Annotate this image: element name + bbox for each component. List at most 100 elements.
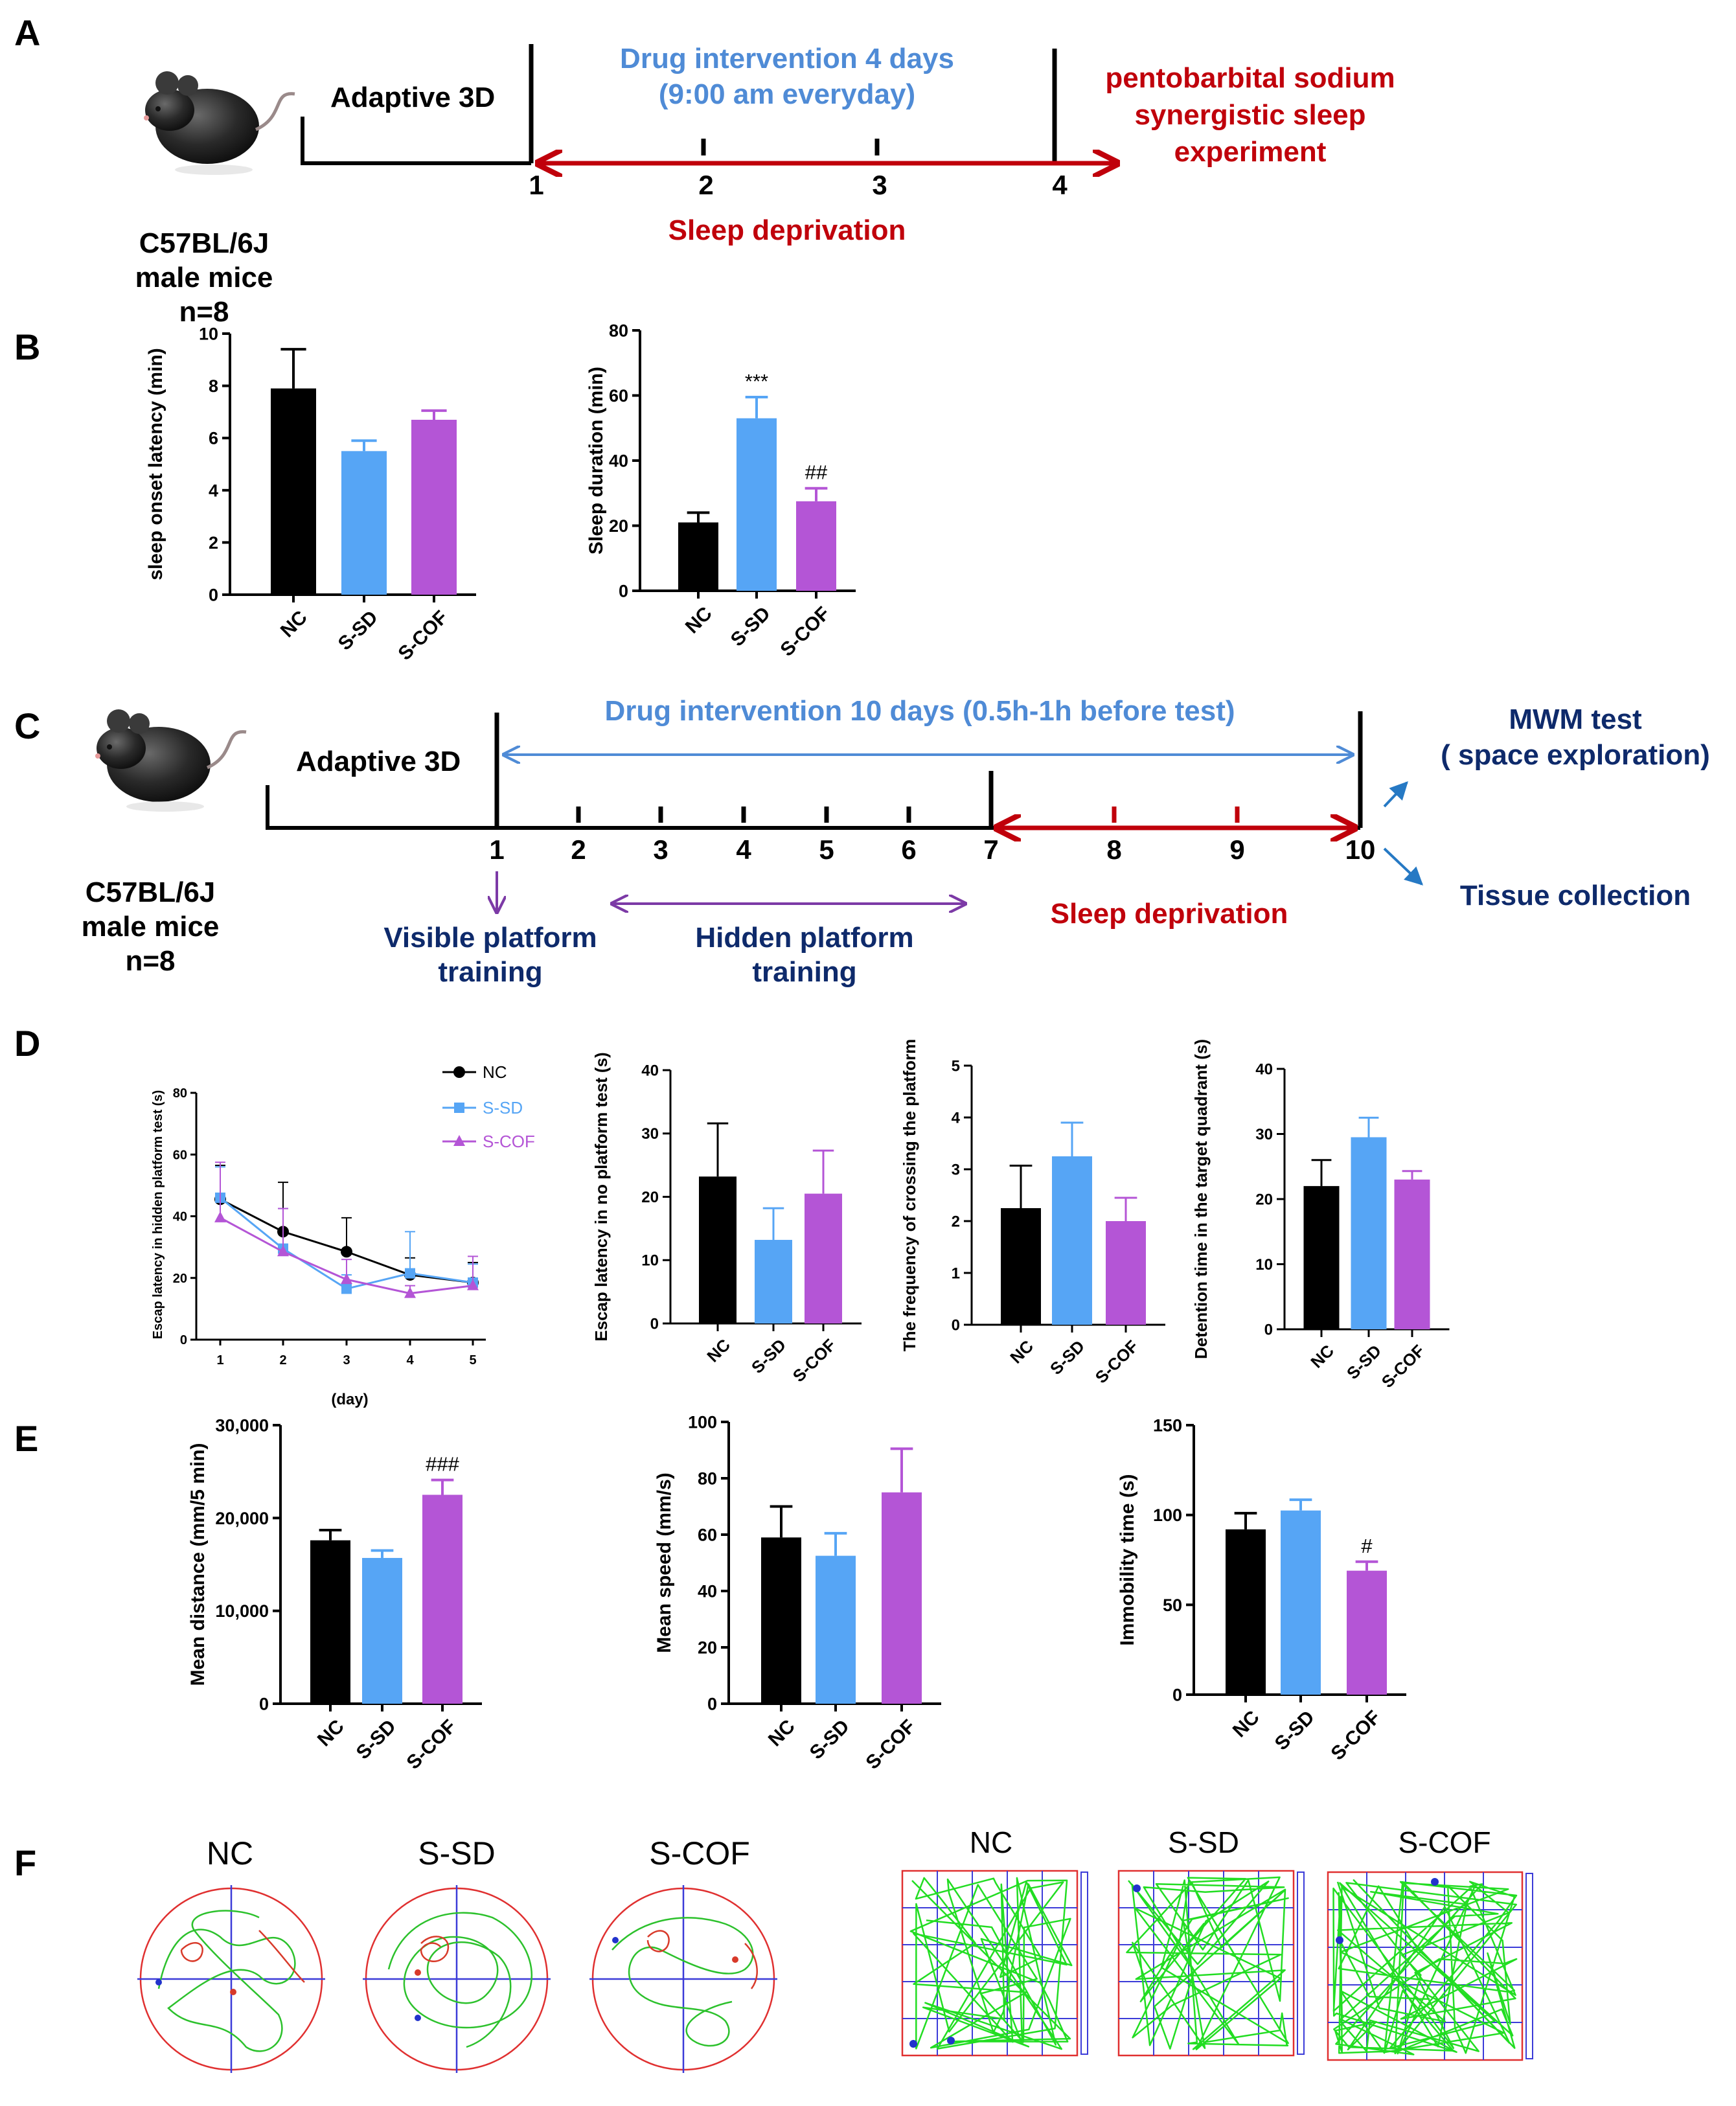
maze-ssd bbox=[363, 1885, 551, 2073]
y-tick-label: 3 bbox=[952, 1161, 960, 1178]
sleep-deprivation-label-c: Sleep deprivation bbox=[1051, 898, 1288, 930]
y-tick-label: 0 bbox=[619, 581, 628, 601]
y-tick-label: 20 bbox=[609, 516, 628, 536]
open-field-ssd bbox=[1117, 1870, 1305, 2057]
y-tick-label: 4 bbox=[952, 1109, 961, 1127]
visible-platform-label-2: training bbox=[438, 956, 542, 988]
day-tick-label: 8 bbox=[1106, 834, 1121, 865]
maze-label-scof: S-COF bbox=[649, 1835, 750, 1871]
bar-chart-e2: 0 20 40 60 80 100 NC S-SD S-COF Mean speed (mm/s) bbox=[654, 1412, 941, 1774]
y-tick-label: 10,000 bbox=[215, 1601, 269, 1621]
timeline-baseline-c bbox=[266, 785, 1360, 830]
data-point bbox=[214, 1211, 226, 1222]
x-tick-label: S-COF bbox=[1378, 1341, 1428, 1391]
y-axis-label: Mean distance (mm/5 min) bbox=[187, 1443, 209, 1686]
x-tick-label: NC bbox=[681, 602, 716, 637]
panel-c-timeline: C57BL/6J male mice n=8 Drug intervention… bbox=[82, 695, 1710, 988]
data-point bbox=[277, 1245, 289, 1257]
y-tick-label: 20 bbox=[698, 1638, 717, 1657]
day-tick-label: 3 bbox=[872, 170, 887, 200]
legend-marker bbox=[454, 1103, 464, 1113]
position-dot bbox=[947, 2037, 955, 2044]
significance-label: ### bbox=[426, 1453, 459, 1476]
x-tick-label: NC bbox=[277, 606, 312, 641]
y-axis-label: Escap latency in hidden platform test (s… bbox=[151, 1090, 165, 1340]
x-tick-label: S-SD bbox=[748, 1335, 790, 1377]
sleep-ticks-c bbox=[1112, 807, 1240, 823]
experiment-label-2: synergistic sleep bbox=[1134, 99, 1365, 131]
x-tick-label: NC bbox=[1006, 1336, 1037, 1368]
hidden-platform-label-2: training bbox=[752, 956, 856, 988]
y-tick-label: 0 bbox=[259, 1694, 269, 1713]
data-point bbox=[341, 1246, 352, 1258]
y-axis-label: sleep onset latency (min) bbox=[145, 348, 166, 580]
bar-s-sd bbox=[737, 418, 777, 591]
day-tick-label: 1 bbox=[489, 834, 504, 865]
bar-chart-e3: 0 50 100 150 NC S-SD S-COF # Immobility time (s) bbox=[1117, 1415, 1406, 1765]
bar-s-cof bbox=[422, 1494, 463, 1704]
maze-scof bbox=[589, 1885, 777, 2073]
y-tick-label: 150 bbox=[1153, 1415, 1182, 1435]
panel-letter-f: F bbox=[14, 1842, 36, 1883]
x-tick-label: NC bbox=[1307, 1341, 1338, 1372]
y-tick-label: 0 bbox=[650, 1315, 659, 1333]
bar-chart-d2: 0 10 20 30 40 NC S-SDS-COF Escap latency in no … bbox=[591, 1052, 862, 1386]
x-tick-label: 2 bbox=[279, 1353, 286, 1368]
bar-s-cof bbox=[1394, 1179, 1430, 1329]
legend-marker bbox=[453, 1066, 465, 1078]
bar-nc bbox=[271, 388, 316, 595]
y-tick-label: 30 bbox=[641, 1125, 659, 1143]
y-tick-label: 20 bbox=[641, 1189, 659, 1206]
movement-track bbox=[1332, 1879, 1518, 2055]
bar-nc bbox=[1303, 1185, 1340, 1329]
mwm-arrow bbox=[1383, 781, 1408, 808]
adaptive-label-a: Adaptive 3D bbox=[330, 82, 495, 113]
y-tick-label: 0 bbox=[707, 1694, 717, 1713]
data-point bbox=[467, 1279, 479, 1290]
x-tick-label: S-COF bbox=[394, 606, 451, 664]
legend-marker bbox=[453, 1135, 465, 1146]
bar-chart-e1: 0 10,000 20,000 30,000 NC S-SD S-COF ### Mean di… bbox=[187, 1415, 482, 1774]
y-tick-label: 80 bbox=[698, 1469, 717, 1488]
day-tick-label: 4 bbox=[1052, 170, 1068, 200]
panel-f-open-field: NC S-SD S-COF bbox=[901, 1826, 1533, 2061]
maze-label-ssd: S-SD bbox=[418, 1835, 495, 1871]
visible-platform-label-1: Visible platform bbox=[383, 922, 597, 954]
y-axis-label: Mean speed (mm/s) bbox=[654, 1472, 675, 1653]
significance-label: ## bbox=[805, 461, 828, 484]
day-tick-label: 9 bbox=[1229, 834, 1244, 865]
maze-nc bbox=[137, 1885, 325, 2073]
y-tick-label: 80 bbox=[173, 1086, 187, 1101]
mouse-sex-label-c: male mice bbox=[82, 911, 220, 943]
experiment-label-3: experiment bbox=[1174, 136, 1327, 168]
mouse-n-label-a: n=8 bbox=[179, 296, 229, 328]
bar-chart-d3: 0 1 2 3 4 5 NC S-SD S-COF The frequency of crossi… bbox=[900, 1039, 1165, 1387]
y-tick-label: 60 bbox=[609, 386, 628, 406]
legend-label: S-SD bbox=[483, 1098, 523, 1117]
day-tick-label: 1 bbox=[529, 170, 543, 200]
y-tick-label: 40 bbox=[609, 451, 628, 470]
day-tick-label: 5 bbox=[819, 834, 834, 865]
bar-chart-b1: 0 2 4 6 8 10 NC S-SD S-COF sleep onset latency (m… bbox=[145, 324, 476, 665]
day-ticks-c bbox=[576, 807, 911, 823]
field-scale-bar bbox=[1080, 1871, 1088, 2055]
y-tick-label: 20 bbox=[1255, 1191, 1273, 1208]
bar-s-cof bbox=[796, 501, 836, 591]
day-labels-c: 1 2 3 4 5 6 7 8 9 10 bbox=[489, 834, 1375, 865]
panel-letter-d: D bbox=[14, 1023, 40, 1064]
bar-s-sd bbox=[816, 1555, 856, 1704]
x-tick-label: S-COF bbox=[402, 1715, 460, 1773]
x-tick-label: S-COF bbox=[776, 602, 834, 660]
legend-label: S-COF bbox=[483, 1132, 535, 1151]
series-s-cof bbox=[214, 1162, 479, 1298]
y-tick-label: 60 bbox=[698, 1525, 717, 1544]
significance-label: # bbox=[1361, 1535, 1373, 1557]
space-exploration-label: ( space exploration) bbox=[1441, 739, 1710, 771]
mouse-strain-label-a: C57BL/6J bbox=[139, 227, 269, 259]
bar-s-sd bbox=[1281, 1510, 1321, 1695]
mouse-sex-label-a: male mice bbox=[135, 262, 273, 293]
adaptive-label-c: Adaptive 3D bbox=[296, 746, 461, 777]
data-point bbox=[341, 1283, 352, 1294]
day-tick-label: 4 bbox=[736, 834, 751, 865]
